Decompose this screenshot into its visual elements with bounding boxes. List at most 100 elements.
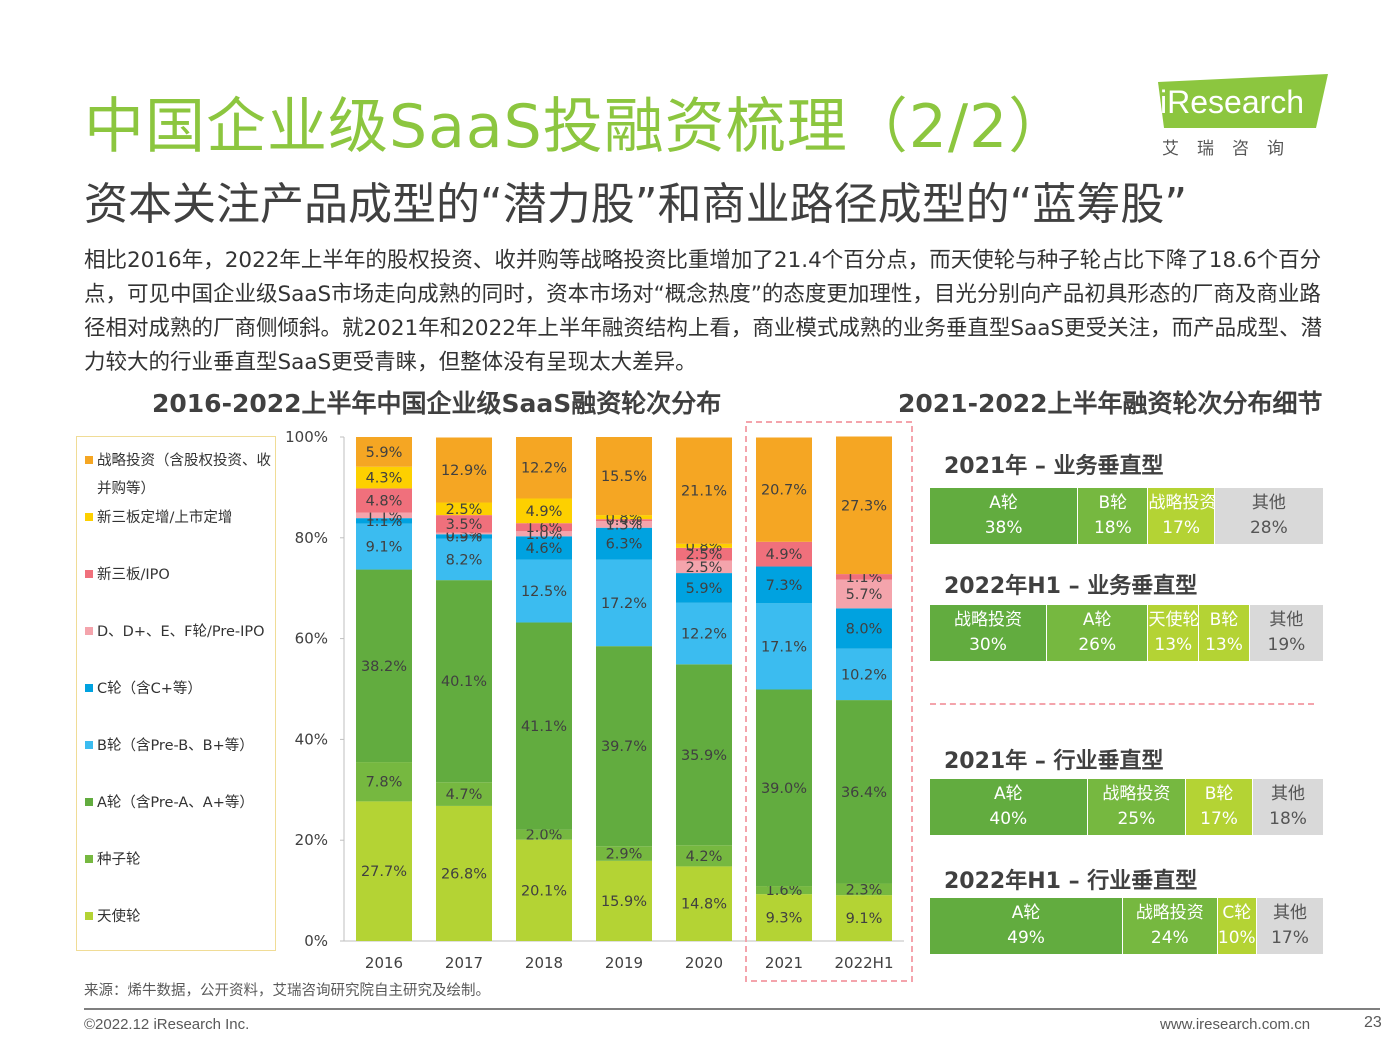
footer-copyright: ©2022.12 iResearch Inc. (84, 1016, 250, 1033)
detail-segment-label: 其他 (1271, 784, 1306, 804)
bar-segment (596, 646, 652, 847)
data-label: 17.2% (601, 596, 647, 612)
legend-item: D、D+、E、F轮/Pre-IPO (85, 618, 265, 646)
iresearch-logo: iResearch 艾瑞咨询 (1150, 72, 1330, 159)
bar-segment (756, 566, 812, 604)
bar-segment (756, 689, 812, 887)
detail-segment: 战略投资 25% (1087, 779, 1187, 835)
chart-legend: 战略投资（含股权投资、收并购等） 新三板定增/上市定增 新三板/IPO D、D+… (76, 436, 276, 951)
detail-group-title: 2021年 – 行业垂直型 (944, 749, 1164, 774)
data-label: 26.8% (441, 866, 487, 882)
data-label: 12.5% (521, 584, 567, 600)
logo-banner-shape (1158, 74, 1328, 128)
data-label: 15.5% (601, 469, 647, 485)
detail-segment: B轮 17% (1186, 779, 1254, 835)
bar-segment (836, 648, 892, 701)
bar-segment (596, 527, 652, 560)
data-label: 2.9% (606, 847, 643, 863)
bar-segment (516, 829, 572, 840)
detail-segment-value: 49% (1007, 928, 1045, 948)
y-tick-label: 40% (295, 730, 328, 748)
detail-segment: A轮 40% (930, 779, 1088, 835)
bar-segment (436, 538, 492, 581)
bar-segment (356, 512, 412, 519)
section-divider (930, 703, 1314, 705)
detail-segment: A轮 38% (930, 488, 1079, 544)
bar-segment (596, 559, 652, 647)
y-tick-label: 20% (295, 831, 328, 849)
y-tick-label: 80% (295, 529, 328, 547)
bar-segment (836, 895, 892, 941)
bar-segment (356, 801, 412, 941)
detail-bar: A轮 38% B轮 18% 战略投资 17% 其他 28% (930, 488, 1324, 544)
detail-group-title: 2022年H1 – 行业垂直型 (944, 869, 1198, 894)
bar-segment (836, 579, 892, 609)
stacked-bar-chart: 0%20%40%60%80%100%27.7%7.8%38.2%9.1%1.1%… (285, 421, 913, 982)
bar-segment (836, 700, 892, 884)
bar-segment (356, 762, 412, 802)
legend-label: 战略投资（含股权投资、收并购等） (97, 453, 271, 497)
detail-segment-value: 18% (1269, 809, 1307, 829)
legend-label: 天使轮 (97, 909, 141, 925)
x-tick-label: 2017 (445, 954, 483, 972)
bar-segment (836, 883, 892, 896)
detail-segment: 其他 28% (1214, 488, 1324, 544)
data-label: 27.3% (841, 498, 887, 514)
highlight-box (745, 421, 913, 982)
footer-website[interactable]: www.iresearch.com.cn (1160, 1016, 1311, 1033)
bar-segment (436, 782, 492, 806)
detail-segment: 其他 18% (1253, 779, 1324, 835)
data-label: 38.2% (361, 659, 407, 675)
data-label: 2.5% (686, 547, 723, 563)
bar-segment (436, 502, 492, 516)
data-label: 10.2% (841, 667, 887, 683)
data-label: 4.8% (366, 494, 403, 510)
data-label: 12.2% (521, 461, 567, 477)
legend-swatch (85, 741, 93, 749)
bar-segment (516, 559, 572, 623)
detail-segment-value: 40% (989, 809, 1028, 829)
detail-segment-label: 其他 (1269, 610, 1304, 630)
logo-cn-text: 艾瑞咨询 (1162, 139, 1302, 159)
y-tick-label: 60% (295, 630, 328, 648)
detail-segment-label: 战略投资 (1102, 784, 1171, 804)
detail-segment-label: C轮 (1222, 903, 1252, 923)
bar-segment (356, 569, 412, 763)
data-label: 20.1% (521, 883, 567, 899)
data-label: 8.0% (846, 622, 883, 638)
footer-divider (84, 1008, 1380, 1010)
data-label: 17.1% (761, 639, 807, 655)
x-tick-label: 2019 (605, 954, 643, 972)
data-label: 8.2% (446, 552, 483, 568)
detail-segment-label: A轮 (1082, 610, 1112, 630)
bar-segment (836, 574, 892, 580)
detail-segment-label: B轮 (1204, 784, 1234, 804)
data-label: 4.7% (446, 787, 483, 803)
legend-swatch (85, 798, 93, 806)
bar-segment (676, 845, 732, 867)
detail-segment-value: 38% (984, 518, 1023, 538)
data-label: 4.9% (526, 504, 563, 520)
data-label: 4.6% (526, 541, 563, 557)
bar-segment (596, 519, 652, 522)
data-label: 12.9% (441, 463, 487, 479)
legend-swatch (85, 513, 93, 521)
detail-segment-value: 18% (1093, 518, 1132, 538)
data-label: 15.9% (601, 894, 647, 910)
data-label: 2.0% (526, 828, 563, 844)
detail-segment: 其他 17% (1257, 898, 1324, 954)
detail-chart-title: 2021-2022上半年融资轮次分布细节 (898, 389, 1323, 418)
legend-item: A轮（含Pre-A、A+等） (85, 789, 254, 817)
bar-segment (756, 541, 812, 567)
detail-segment-label: 战略投资 (1148, 493, 1215, 513)
detail-segment: A轮 26% (1047, 605, 1149, 661)
legend-label: C轮（含C+等） (97, 681, 202, 697)
detail-segment-value: 25% (1117, 809, 1156, 829)
bar-segment (596, 846, 652, 861)
bar-segment (756, 894, 812, 941)
page-number: 23 (1364, 1014, 1382, 1031)
detail-segment-label: 其他 (1251, 493, 1286, 513)
data-label: 40.1% (441, 674, 487, 690)
x-tick-label: 2022H1 (835, 954, 894, 972)
data-label: 12.2% (681, 627, 727, 643)
